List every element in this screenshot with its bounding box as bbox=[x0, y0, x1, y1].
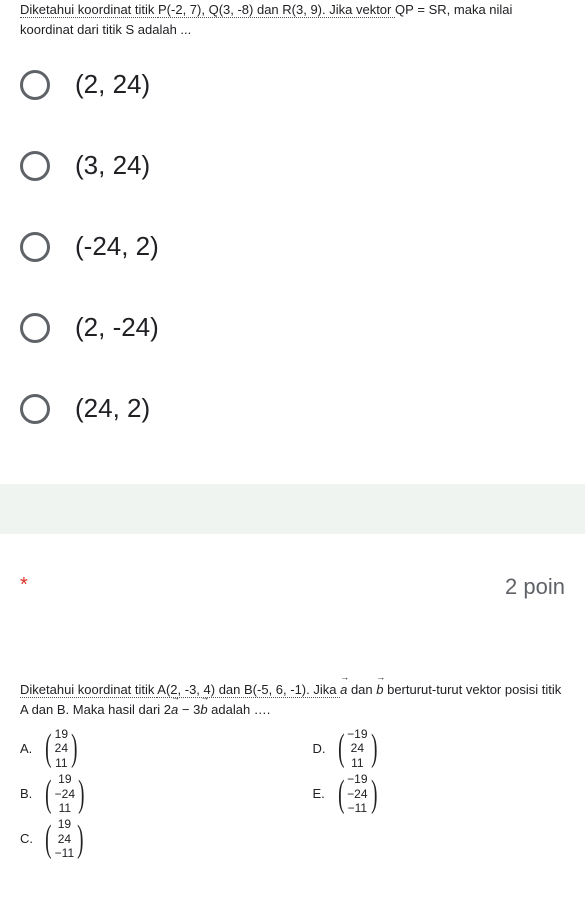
question-2-header: * 2 poin bbox=[20, 574, 565, 600]
radio-icon[interactable] bbox=[20, 70, 50, 100]
column-vector: ( −19 −24 −11 ) bbox=[335, 772, 381, 815]
option-label: (-24, 2) bbox=[75, 231, 159, 262]
option-row[interactable]: (-24, 2) bbox=[20, 231, 565, 262]
option-label: (24, 2) bbox=[75, 393, 150, 424]
vec-val: −11 bbox=[348, 801, 367, 815]
options-list: (2, 24) (3, 24) (-24, 2) (2, -24) (24, 2… bbox=[20, 69, 565, 424]
vec-val: −11 bbox=[55, 846, 74, 860]
vec-val: −19 bbox=[347, 772, 367, 786]
answer-a: A. ( 19 24 11 ) bbox=[20, 727, 273, 770]
paren-left-icon: ( bbox=[338, 779, 344, 809]
vector-sr: SR bbox=[429, 0, 447, 20]
paren-right-icon: ) bbox=[77, 824, 83, 854]
option-row[interactable]: (2, 24) bbox=[20, 69, 565, 100]
radio-icon[interactable] bbox=[20, 232, 50, 262]
answer-b: B. ( 19 −24 11 ) bbox=[20, 772, 273, 815]
vec-val: 19 bbox=[58, 772, 71, 786]
vector-a: a bbox=[340, 680, 347, 700]
q2-fragment-2: A(2, -3, 4) dan B(-5, 6, -1). Jika bbox=[157, 682, 340, 698]
vec-val: 24 bbox=[351, 741, 364, 755]
answer-letter: E. bbox=[313, 786, 329, 801]
option-row[interactable]: (3, 24) bbox=[20, 150, 565, 181]
answers-grid: A. ( 19 24 11 ) D. ( −19 24 11 ) bbox=[20, 727, 565, 861]
word-dan: dan bbox=[347, 682, 376, 697]
vec-val: 11 bbox=[351, 756, 363, 770]
vec-val: 19 bbox=[58, 817, 71, 831]
q2-fragment-4: adalah …. bbox=[208, 702, 271, 717]
question-1-text: Diketahui koordinat titik P(-2, 7), Q(3,… bbox=[20, 0, 565, 39]
option-row[interactable]: (24, 2) bbox=[20, 393, 565, 424]
paren-left-icon: ( bbox=[45, 733, 51, 763]
paren-left-icon: ( bbox=[45, 824, 51, 854]
equals-sign: = bbox=[414, 2, 429, 17]
column-vector: ( 19 24 −11 ) bbox=[42, 817, 87, 860]
q1-fragment-1: Diketahui koordinat titik bbox=[20, 2, 158, 18]
vec-val: 24 bbox=[55, 741, 68, 755]
vector-qp: QP bbox=[395, 0, 414, 20]
vec-val: 11 bbox=[59, 801, 71, 815]
paren-right-icon: ) bbox=[71, 733, 77, 763]
paren-right-icon: ) bbox=[371, 779, 377, 809]
radio-icon[interactable] bbox=[20, 394, 50, 424]
radio-icon[interactable] bbox=[20, 151, 50, 181]
paren-right-icon: ) bbox=[78, 779, 84, 809]
vec-val: −19 bbox=[347, 727, 367, 741]
option-row[interactable]: (2, -24) bbox=[20, 312, 565, 343]
column-vector: ( −19 24 11 ) bbox=[335, 727, 381, 770]
paren-left-icon: ( bbox=[45, 779, 51, 809]
answer-c: C. ( 19 24 −11 ) bbox=[20, 817, 273, 860]
answer-letter: A. bbox=[20, 741, 36, 756]
paren-right-icon: ) bbox=[371, 733, 377, 763]
answer-letter: C. bbox=[20, 831, 36, 846]
vector-a-2: a bbox=[171, 700, 178, 720]
question-2-text: Diketahui koordinat titik A(2, -3, 4) da… bbox=[20, 680, 565, 719]
column-vector: ( 19 24 11 ) bbox=[42, 727, 81, 770]
option-label: (2, 24) bbox=[75, 69, 150, 100]
vec-val: 19 bbox=[55, 727, 68, 741]
question-2: * 2 poin Diketahui koordinat titik A(2, … bbox=[0, 534, 585, 881]
minus-3: − 3 bbox=[178, 702, 200, 717]
option-label: (3, 24) bbox=[75, 150, 150, 181]
q2-fragment-1: Diketahui koordinat titik bbox=[20, 682, 157, 698]
paren-left-icon: ( bbox=[338, 733, 344, 763]
vec-val: 11 bbox=[55, 756, 67, 770]
vec-val: −24 bbox=[347, 787, 367, 801]
column-vector: ( 19 −24 11 ) bbox=[42, 772, 88, 815]
radio-icon[interactable] bbox=[20, 313, 50, 343]
answer-letter: D. bbox=[313, 741, 329, 756]
section-divider bbox=[0, 484, 585, 534]
points-label: 2 poin bbox=[505, 574, 565, 600]
answer-letter: B. bbox=[20, 786, 36, 801]
option-label: (2, -24) bbox=[75, 312, 159, 343]
answer-e: E. ( −19 −24 −11 ) bbox=[313, 772, 566, 815]
vector-b: b bbox=[376, 680, 383, 700]
vec-val: −24 bbox=[55, 787, 75, 801]
required-asterisk: * bbox=[20, 574, 28, 597]
vec-val: 24 bbox=[58, 832, 71, 846]
q1-fragment-2: P(-2, 7), Q(3, -8) dan R(3, 9). Jika vek… bbox=[158, 2, 395, 18]
vector-b-2: b bbox=[200, 700, 207, 720]
answer-d: D. ( −19 24 11 ) bbox=[313, 727, 566, 770]
question-1: Diketahui koordinat titik P(-2, 7), Q(3,… bbox=[0, 0, 585, 454]
